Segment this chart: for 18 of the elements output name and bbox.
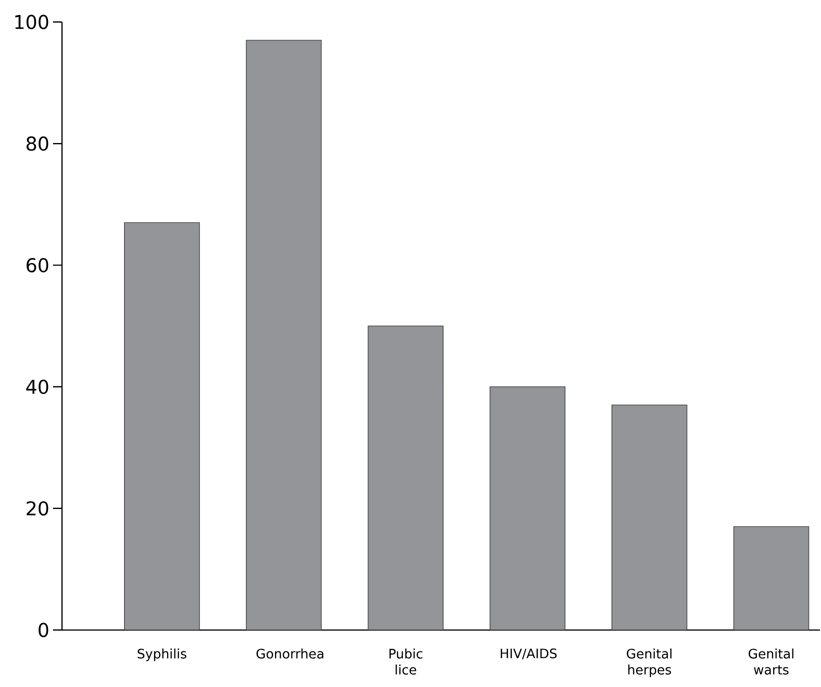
- y-tick-label: 20: [26, 501, 48, 516]
- x-tick-label: Gonorrhea: [256, 648, 324, 659]
- x-tick-label: Syphilis: [138, 648, 186, 662]
- bar: [246, 40, 322, 630]
- x-tick-label: Genital herpes: [626, 648, 672, 678]
- y-tick-label: 0: [38, 622, 48, 638]
- y-tick-label: 100: [15, 14, 48, 30]
- y-tick-label: 60: [26, 258, 48, 272]
- x-tick-label: HIV/AIDS: [500, 648, 557, 660]
- y-tick-label: 40: [26, 380, 48, 394]
- y-tick-label: 80: [26, 136, 48, 151]
- x-tick-label: Genital warts: [748, 648, 794, 675]
- x-tick-label: Pubic lice: [390, 648, 422, 675]
- bar: [124, 222, 200, 630]
- bar: [368, 326, 444, 630]
- bar: [611, 404, 688, 630]
- bar: [733, 526, 810, 630]
- bar: [490, 386, 566, 630]
